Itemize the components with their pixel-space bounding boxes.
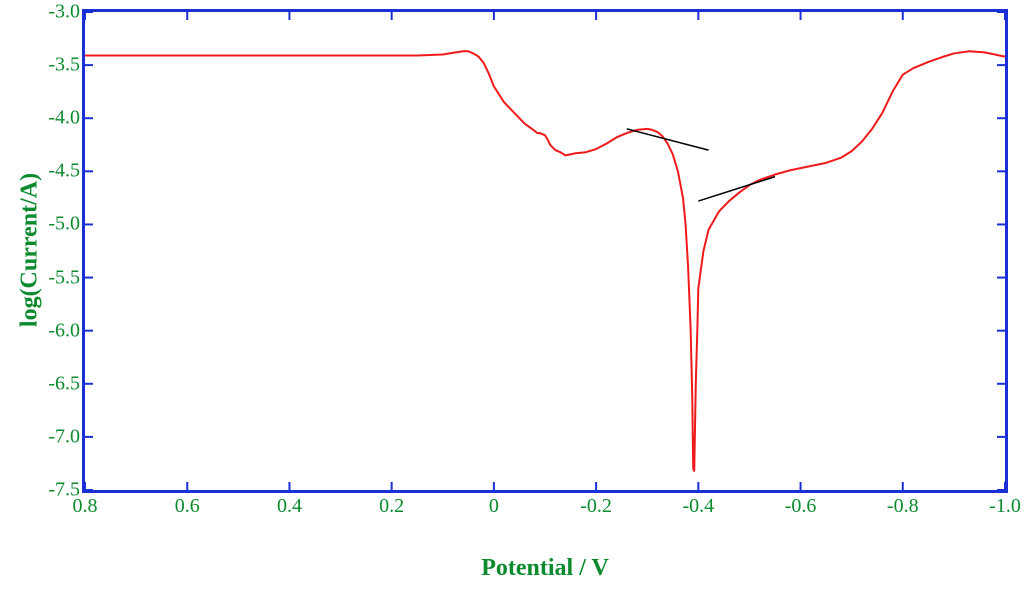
y-tick-label: -7.0: [48, 425, 80, 448]
x-tick-label: -0.6: [785, 495, 817, 518]
tafel-plot-chart: log(Current/A) Potential / V -3.0 -3.5 -4.…: [0, 0, 1024, 595]
x-tick-label: -0.8: [887, 495, 919, 518]
y-axis-label: log(Current/A): [17, 173, 44, 327]
y-tick-label: -5.0: [48, 213, 80, 236]
plot-area: [82, 9, 1008, 493]
x-tick-label: -0.4: [682, 495, 714, 518]
x-tick-label: 0.2: [379, 495, 404, 518]
x-tick-label: 0.6: [175, 495, 200, 518]
x-tick-label: -0.2: [580, 495, 612, 518]
y-tick-label: -3.0: [48, 1, 80, 24]
x-tick-label: 0: [489, 495, 499, 518]
x-tick-label: -1.0: [989, 495, 1021, 518]
x-tick-label: 0.4: [277, 495, 302, 518]
y-tick-label: -5.5: [48, 266, 80, 289]
x-tick-label: 0.8: [73, 495, 98, 518]
y-tick-label: -4.5: [48, 160, 80, 183]
y-tick-label: -6.5: [48, 372, 80, 395]
y-tick-label: -3.5: [48, 54, 80, 77]
y-tick-label: -6.0: [48, 319, 80, 342]
y-tick-label: -4.0: [48, 107, 80, 130]
x-axis-label: Potential / V: [481, 555, 609, 582]
